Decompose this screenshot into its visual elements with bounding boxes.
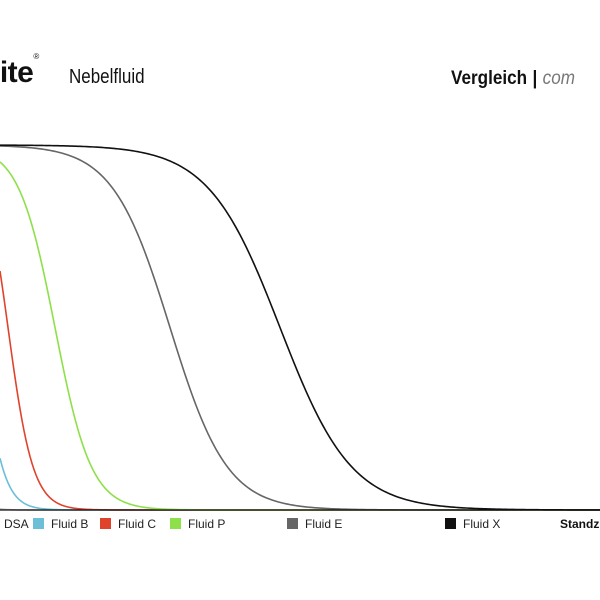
brand-logo-text: lite xyxy=(0,56,34,89)
legend: DSA Fluid B Fluid C Fluid P Fluid E Fluid X xyxy=(4,517,500,531)
legend-label-fluid-b: Fluid B xyxy=(51,517,88,531)
series-lines xyxy=(0,144,600,511)
chart-header: lite® Nebelfluid Vergleich|com xyxy=(0,0,600,120)
legend-swatch-fluid-e xyxy=(287,518,298,529)
comparison-title: Vergleich | com xyxy=(451,68,575,90)
series-line-fluid-x xyxy=(0,144,600,511)
series-line-fluid-p xyxy=(0,161,600,511)
legend-swatch-fluid-b xyxy=(33,518,44,529)
legend-label-dsa: DSA xyxy=(4,517,29,531)
comparison-title-sub: com xyxy=(542,68,575,89)
legend-label-fluid-e: Fluid E xyxy=(305,517,342,531)
comparison-title-main: Vergleich xyxy=(451,68,528,89)
product-name: Nebelfluid xyxy=(69,66,145,88)
series-line-fluid-e xyxy=(0,145,600,511)
legend-label-fluid-p: Fluid P xyxy=(188,517,225,531)
brand-logo: lite® xyxy=(0,52,39,90)
legend-swatch-fluid-c xyxy=(100,518,111,529)
legend-swatch-fluid-p xyxy=(170,518,181,529)
series-line-fluid-b xyxy=(0,458,600,511)
legend-label-fluid-c: Fluid C xyxy=(118,517,156,531)
legend-swatch-fluid-x xyxy=(445,518,456,529)
title-separator: | xyxy=(532,68,538,89)
legend-label-fluid-x: Fluid X xyxy=(463,517,500,531)
registered-mark: ® xyxy=(33,52,39,61)
x-axis-label: Standz xyxy=(560,517,599,531)
series-line-fluid-c xyxy=(0,270,600,511)
